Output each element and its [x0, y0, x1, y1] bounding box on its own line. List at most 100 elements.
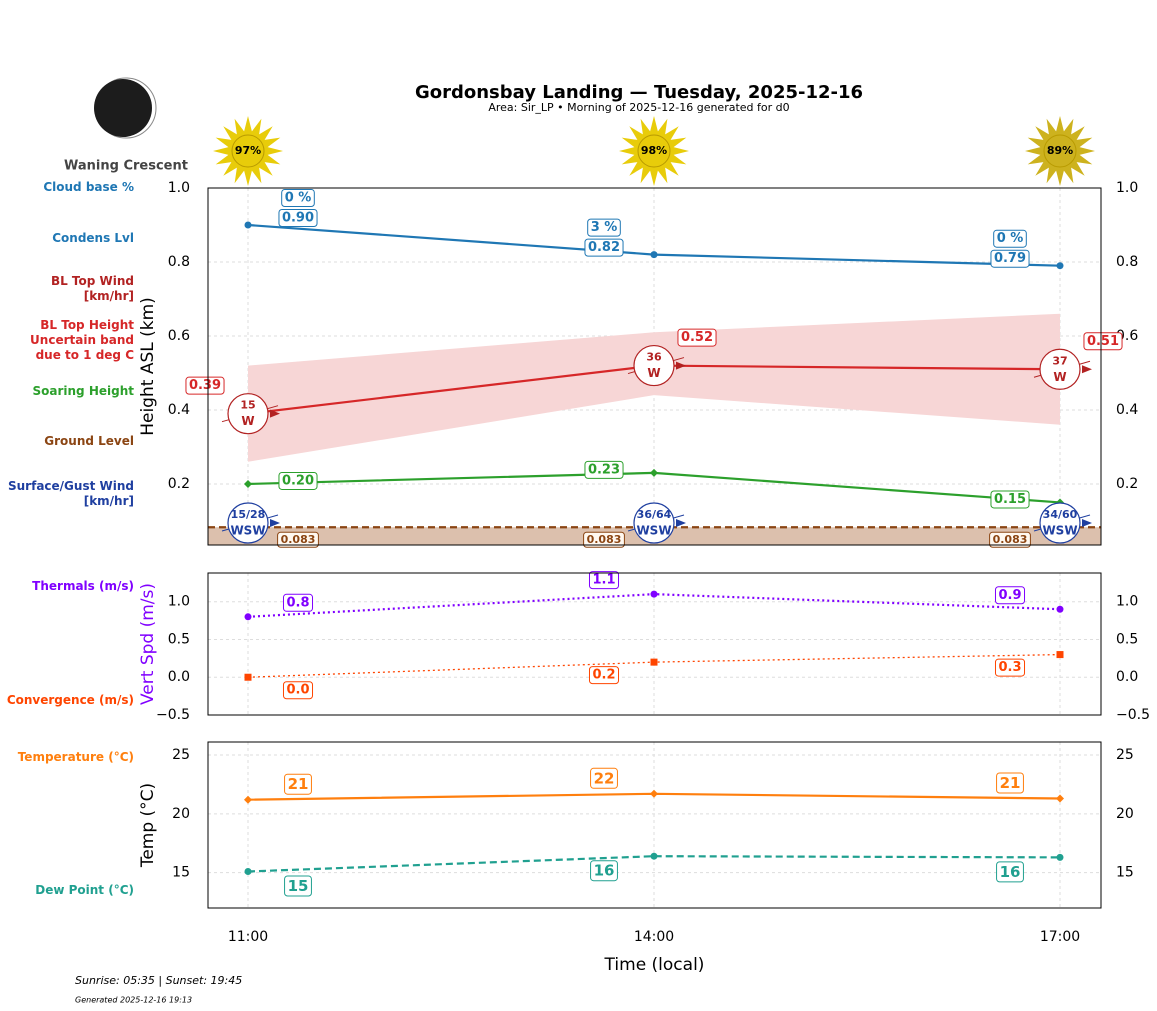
- value-label-text: 0.39: [189, 378, 221, 393]
- value-label: 0 %: [281, 188, 315, 207]
- series-label: Cloud base %: [43, 180, 134, 194]
- value-label: 0.083: [989, 531, 1031, 548]
- value-label-text: 0.52: [681, 330, 713, 345]
- value-label-text: 0.90: [282, 210, 314, 225]
- value-label: 0.82: [584, 238, 624, 257]
- y-tick-label-right: 0.4: [1116, 402, 1138, 418]
- wind-circle: [1039, 502, 1081, 544]
- y-tick-label-right: 0.8: [1116, 254, 1138, 270]
- generated-time: Generated 2025-12-16 19:13: [75, 996, 192, 1005]
- value-label-box: [590, 767, 618, 789]
- y-tick-label: 0.0: [168, 669, 190, 685]
- wind-arrow: [676, 361, 686, 370]
- sun-disc: [231, 134, 265, 168]
- value-label-text: 0.0: [286, 683, 309, 698]
- value-label-text: 0.51: [1087, 334, 1119, 349]
- value-label: 3 %: [587, 218, 621, 237]
- y-axis-title: Height ASL (km): [138, 297, 158, 436]
- plot-frame: [207, 572, 1102, 716]
- value-label-text: 0.083: [587, 533, 622, 546]
- value-label-text: 21: [288, 775, 309, 793]
- x-tick-label: 14:00: [634, 929, 674, 945]
- series-label: Convergence (m/s): [6, 693, 134, 707]
- y-tick-label-right: 25: [1116, 747, 1134, 763]
- value-label-box: [282, 593, 314, 612]
- point: [650, 789, 658, 798]
- value-label-box: [990, 249, 1030, 268]
- value-label-box: [277, 531, 319, 548]
- value-label: 0.9: [994, 586, 1026, 605]
- sun-percent: 89%: [1047, 144, 1073, 157]
- value-label-box: [989, 531, 1031, 548]
- y-tick-label: 15: [172, 865, 190, 881]
- value-label-box: [990, 490, 1030, 509]
- value-label-box: [278, 471, 318, 490]
- value-label-box: [584, 238, 624, 257]
- value-label-box: [282, 681, 314, 700]
- value-label-box: [284, 875, 312, 897]
- value-label: 0.20: [278, 471, 318, 490]
- wind-direction: W: [1053, 370, 1066, 384]
- y-tick-label-right: 15: [1116, 865, 1134, 881]
- y-tick-label: 0.6: [168, 328, 190, 344]
- value-label-text: 0.2: [592, 668, 615, 683]
- value-label-box: [583, 531, 625, 548]
- value-label-box: [996, 861, 1024, 883]
- value-label-text: 15: [288, 877, 309, 895]
- sun-percent: 98%: [641, 144, 667, 157]
- value-label: 0.8: [282, 593, 314, 612]
- value-label-box: [281, 188, 315, 207]
- value-label-text: 0.20: [282, 473, 314, 488]
- y-tick-label-right: 0.2: [1116, 476, 1138, 492]
- y-tick-label-right: 20: [1116, 806, 1134, 822]
- value-label-text: 0.15: [994, 492, 1026, 507]
- value-label: 0.51: [1083, 332, 1123, 351]
- value-label: 0.52: [677, 328, 717, 347]
- uncertainty-band: [248, 313, 1060, 462]
- wind-arrow: [270, 409, 280, 418]
- point: [1056, 853, 1064, 861]
- y-tick-label-right: 1.0: [1116, 594, 1138, 610]
- value-label-box: [284, 773, 312, 795]
- value-label-text: 0.82: [588, 240, 620, 255]
- value-label-box: [588, 571, 620, 590]
- series-line: [247, 855, 1061, 873]
- value-label-box: [278, 208, 318, 227]
- value-label-box: [1083, 332, 1123, 351]
- value-label-box: [584, 460, 624, 479]
- value-label: 1.1: [588, 571, 620, 590]
- wind-speed: 34/60: [1043, 508, 1078, 521]
- value-label-box: [590, 860, 618, 882]
- y-tick-label: 0.4: [168, 402, 190, 418]
- y-tick-label: −0.5: [156, 707, 190, 723]
- value-label: 0.083: [583, 531, 625, 548]
- value-label-box: [587, 218, 621, 237]
- value-label: 0.2: [588, 666, 620, 685]
- y-tick-label: 1.0: [168, 180, 190, 196]
- value-label-box: [588, 666, 620, 685]
- value-label-box: [677, 328, 717, 347]
- y-tick-label: 0.5: [168, 631, 190, 647]
- wind-arrow: [270, 519, 280, 527]
- series-label: Soaring Height: [32, 384, 135, 398]
- point: [650, 852, 658, 860]
- point: [244, 613, 252, 621]
- series-label: Dew Point (°C): [35, 883, 134, 897]
- series-label: Condens Lvl: [52, 231, 134, 245]
- wind-circle: [633, 502, 675, 544]
- wind-direction: WSW: [636, 524, 671, 538]
- point: [650, 251, 658, 259]
- sun-percent: 97%: [235, 144, 261, 157]
- value-label: 21: [996, 772, 1024, 794]
- wind-speed: 15: [240, 399, 255, 412]
- point: [650, 468, 658, 477]
- value-label: 0.79: [990, 249, 1030, 268]
- sun-disc: [637, 134, 671, 168]
- wind-direction: W: [647, 366, 660, 380]
- value-label-text: 22: [594, 769, 615, 787]
- point: [650, 658, 658, 666]
- wind-circle: [633, 344, 675, 387]
- value-label-text: 0 %: [997, 231, 1024, 246]
